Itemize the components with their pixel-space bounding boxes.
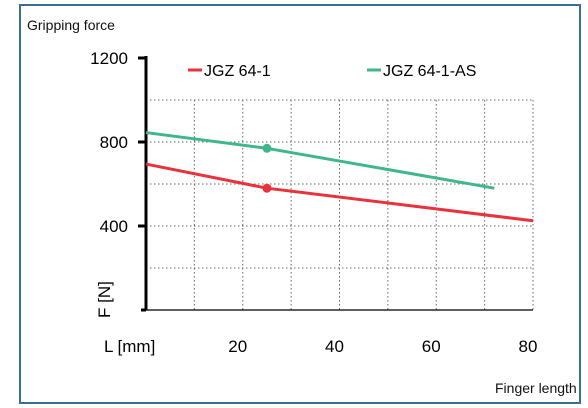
series-layer: [145, 131, 534, 223]
axes: [138, 56, 533, 312]
legend: JGZ 64-1 JGZ 64-1-AS: [188, 63, 476, 80]
series-line-1: [145, 131, 495, 190]
legend-label-1: JGZ 64-1-AS: [383, 63, 476, 80]
chart-frame: [19, 4, 581, 404]
x-tick-label: 40: [325, 337, 344, 356]
series-marker-0: [262, 183, 272, 193]
x-tick-label: 80: [519, 337, 538, 356]
y-tick-label: 800: [100, 133, 128, 152]
ticks: 400 800 1200 20 40 60 80: [90, 49, 537, 356]
legend-label-0: JGZ 64-1: [204, 63, 271, 80]
grid: [146, 99, 534, 310]
y-tick-label: 1200: [90, 49, 128, 68]
chart-title: Gripping force: [27, 17, 115, 33]
x-tick-label: 20: [228, 337, 247, 356]
y-tick-label: 400: [100, 217, 128, 236]
y-axis-label: F [N]: [95, 281, 114, 318]
x-axis-label: Finger length: [495, 380, 577, 396]
x-unit-label: L [mm]: [104, 337, 155, 356]
x-tick-label: 60: [422, 337, 441, 356]
series-marker-1: [262, 143, 272, 153]
